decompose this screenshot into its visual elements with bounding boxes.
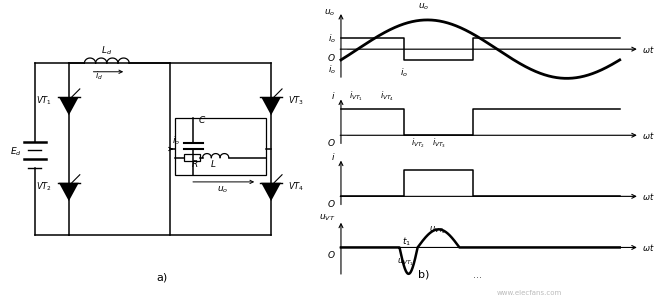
Text: $L_d$: $L_d$ — [101, 44, 113, 57]
Polygon shape — [59, 183, 79, 201]
Text: $VT_4$: $VT_4$ — [288, 180, 305, 193]
Text: $i_o$: $i_o$ — [328, 63, 336, 76]
Text: $i_{VT_3}$: $i_{VT_3}$ — [432, 137, 446, 150]
Text: $i_d$: $i_d$ — [95, 70, 103, 83]
Text: $L$: $L$ — [211, 158, 217, 169]
Text: www.elecfans.com: www.elecfans.com — [497, 290, 562, 296]
Text: $O$: $O$ — [327, 137, 336, 148]
Text: $R$: $R$ — [191, 158, 198, 169]
Text: $VT_2$: $VT_2$ — [36, 180, 52, 193]
Text: $C$: $C$ — [198, 114, 207, 125]
Polygon shape — [59, 97, 79, 115]
Text: $i_o$: $i_o$ — [399, 67, 408, 79]
Text: $u_o$: $u_o$ — [418, 1, 429, 12]
Bar — [175, 117, 266, 175]
Text: $i_o$: $i_o$ — [171, 135, 179, 147]
Text: $i_{VT_4}$: $i_{VT_4}$ — [380, 89, 395, 103]
Polygon shape — [261, 183, 281, 201]
Text: a): a) — [157, 273, 167, 283]
Bar — [184, 154, 199, 161]
Text: $\omega t$: $\omega t$ — [642, 242, 655, 253]
Text: $\omega t$: $\omega t$ — [642, 191, 655, 202]
Text: $\omega t$: $\omega t$ — [642, 130, 655, 141]
Text: $u_o$: $u_o$ — [324, 7, 336, 18]
Text: $VT_1$: $VT_1$ — [36, 94, 52, 107]
Text: $VT_3$: $VT_3$ — [288, 94, 305, 107]
Text: $u_{VT_1}$: $u_{VT_1}$ — [397, 257, 414, 268]
Text: $i_o$: $i_o$ — [328, 32, 336, 45]
Text: b): b) — [418, 270, 429, 280]
Text: $i_{VT_1}$: $i_{VT_1}$ — [349, 89, 363, 103]
Text: $i$: $i$ — [331, 89, 336, 100]
Text: $t_1$: $t_1$ — [402, 235, 410, 248]
Text: $E_d$: $E_d$ — [10, 146, 22, 158]
Text: $i_{VT_2}$: $i_{VT_2}$ — [410, 137, 425, 150]
Text: ...: ... — [473, 270, 483, 280]
Polygon shape — [261, 97, 281, 115]
Text: $u_{VT_4}$: $u_{VT_4}$ — [429, 224, 446, 236]
Text: $O$: $O$ — [327, 198, 336, 209]
Text: $\omega t$: $\omega t$ — [642, 44, 655, 55]
Text: $O$: $O$ — [327, 52, 336, 63]
Text: $O$: $O$ — [327, 249, 336, 260]
Text: $u_o$: $u_o$ — [217, 185, 229, 195]
Text: $u_{VT}$: $u_{VT}$ — [319, 213, 336, 223]
Text: $i$: $i$ — [331, 150, 336, 162]
